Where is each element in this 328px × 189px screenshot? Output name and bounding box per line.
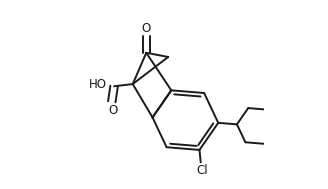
Text: O: O xyxy=(142,22,151,35)
Text: Cl: Cl xyxy=(196,164,208,177)
Text: O: O xyxy=(108,104,117,117)
Text: HO: HO xyxy=(89,78,107,91)
